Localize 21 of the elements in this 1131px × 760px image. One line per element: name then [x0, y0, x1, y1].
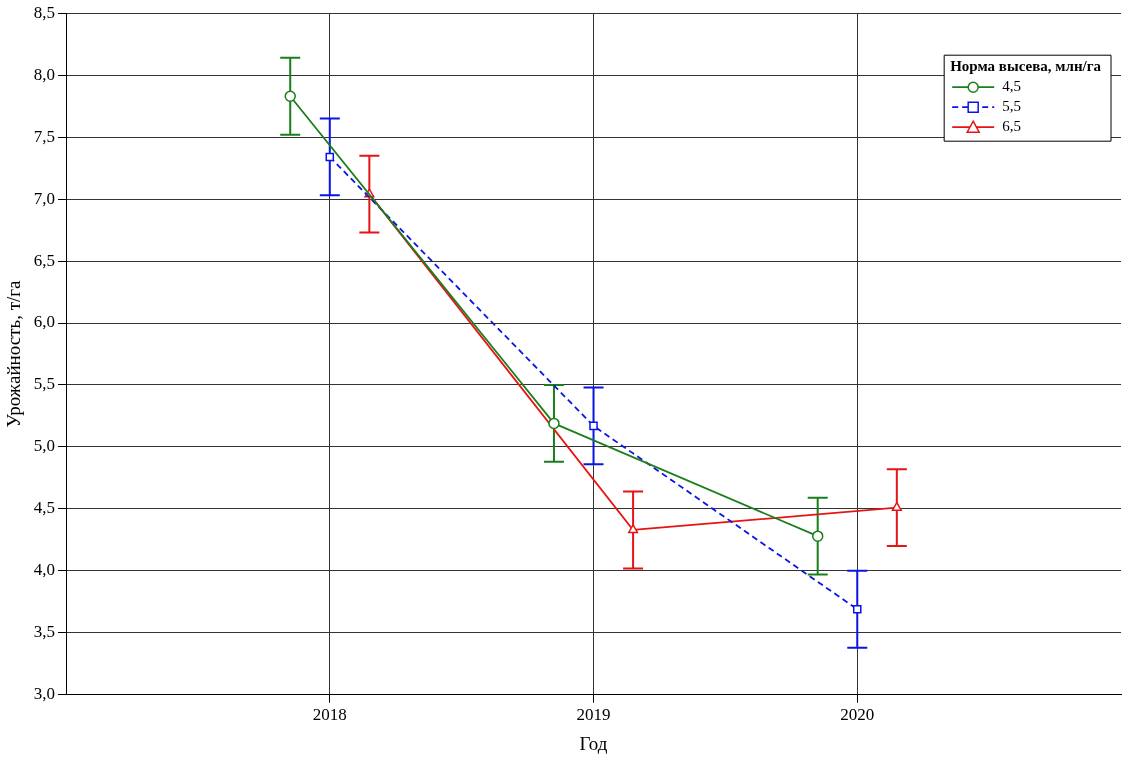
- y-tick-label: 6,5: [33, 250, 56, 270]
- legend-label: 6,5: [1002, 118, 1021, 135]
- y-tick-label: 6,0: [33, 312, 56, 332]
- y-tick-label: 8,0: [33, 64, 56, 84]
- y-tick-label: 5,5: [33, 374, 56, 394]
- x-axis-title: Год: [579, 732, 608, 754]
- y-tick-label: 5,0: [33, 436, 56, 456]
- x-tick-label: 2020: [840, 705, 875, 725]
- y-tick-label: 7,0: [33, 188, 56, 208]
- y-tick-label: 4,5: [33, 498, 56, 518]
- y-tick-label: 8,5: [33, 2, 56, 22]
- legend-label: 5,5: [1002, 98, 1021, 115]
- y-tick-label: 4,0: [33, 560, 56, 580]
- y-tick-label: 7,5: [33, 126, 56, 146]
- legend-title: Норма высева, млн/га: [950, 58, 1102, 75]
- legend-label: 4,5: [1002, 78, 1021, 95]
- y-tick-label: 3,0: [33, 684, 56, 704]
- y-tick-label: 3,5: [33, 622, 56, 642]
- x-tick-label: 2018: [312, 705, 347, 725]
- x-tick-label: 2019: [576, 705, 611, 725]
- y-axis-title: Урожайность, т/га: [3, 279, 25, 428]
